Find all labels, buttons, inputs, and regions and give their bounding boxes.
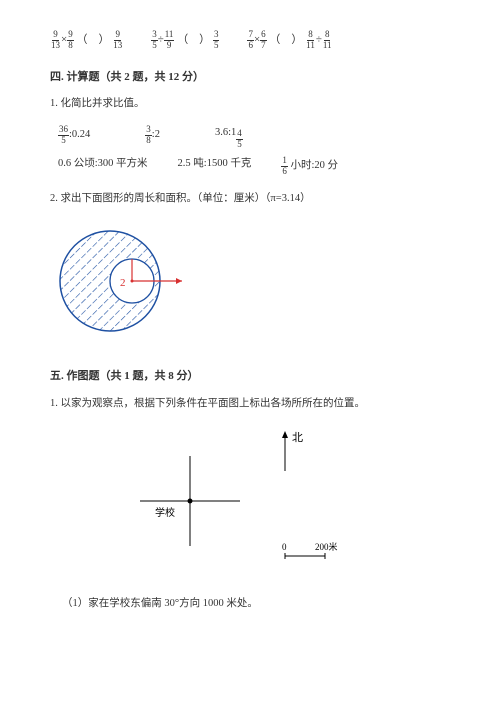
ratio-after: 小时:20 分 bbox=[288, 160, 338, 171]
ratio-left: 3.6:1 bbox=[215, 127, 236, 138]
compare-item-1: 913×98 （ ） 913 bbox=[50, 30, 123, 51]
frac-den: 5 bbox=[60, 136, 67, 146]
blank-paren: （ ） bbox=[76, 34, 109, 46]
scale-value: 200米 bbox=[315, 541, 338, 552]
frac-den: 11 bbox=[305, 41, 316, 51]
frac-den: 13 bbox=[112, 41, 123, 51]
frac-den: 5 bbox=[213, 41, 220, 51]
scale-0: 0 bbox=[282, 542, 287, 552]
section5-sub1: （1）家在学校东偏南 30°方向 1000 米处。 bbox=[62, 596, 450, 613]
ratio-right: :0.24 bbox=[69, 129, 90, 140]
ratios-row-1: 365:0.24 38:2 3.6:145 bbox=[58, 125, 450, 150]
ratios-row-2: 0.6 公顷:300 平方米 2.5 吨:1500 千克 16 小时:20 分 bbox=[58, 156, 450, 177]
ratio-item: 0.6 公顷:300 平方米 bbox=[58, 156, 148, 177]
blank-paren: （ ） bbox=[269, 34, 302, 46]
ratio-item: 16 小时:20 分 bbox=[281, 156, 338, 177]
circle-figure: 2 bbox=[50, 221, 450, 348]
plane-svg: 北 学校 0 200米 bbox=[120, 426, 380, 576]
compare-item-2: 35÷119 （ ） 35 bbox=[151, 30, 219, 51]
section4-q1: 1. 化简比并求比值。 bbox=[50, 96, 450, 113]
plane-figure: 北 学校 0 200米 bbox=[50, 426, 450, 576]
origin-dot bbox=[188, 499, 193, 504]
ratio-item: 2.5 吨:1500 千克 bbox=[178, 156, 252, 177]
arrow-head-icon bbox=[176, 278, 182, 284]
frac-den: 9 bbox=[166, 41, 173, 51]
school-label: 学校 bbox=[155, 506, 175, 519]
ratio-item: 3.6:145 bbox=[215, 125, 243, 150]
section4-q2: 2. 求出下面图形的周长和面积。（单位：厘米）（π=3.14） bbox=[50, 191, 450, 208]
frac-den: 5 bbox=[236, 140, 243, 150]
section5-q1: 1. 以家为观察点，根据下列条件在平面图上标出各场所所在的位置。 bbox=[50, 396, 450, 413]
frac-den: 13 bbox=[50, 41, 61, 51]
comparison-row: 913×98 （ ） 913 35÷119 （ ） 35 76×67 （ ） 8… bbox=[50, 30, 450, 51]
ratio-right: :2 bbox=[152, 129, 160, 140]
ratio-item: 365:0.24 bbox=[58, 125, 90, 150]
blank-paren: （ ） bbox=[177, 34, 210, 46]
north-arrow-icon bbox=[282, 431, 288, 438]
ratio-item: 38:2 bbox=[145, 125, 160, 150]
section5-title: 五. 作图题（共 1 题，共 8 分） bbox=[50, 368, 450, 386]
radius-label: 2 bbox=[120, 277, 126, 289]
frac-den: 7 bbox=[260, 41, 267, 51]
north-label: 北 bbox=[292, 431, 303, 444]
circle-svg: 2 bbox=[50, 221, 190, 341]
compare-item-3: 76×67 （ ） 811÷811 bbox=[247, 30, 332, 51]
section4-title: 四. 计算题（共 2 题，共 12 分） bbox=[50, 69, 450, 87]
center-dot bbox=[131, 280, 134, 283]
frac-den: 11 bbox=[322, 41, 333, 51]
frac-den: 8 bbox=[67, 41, 74, 51]
